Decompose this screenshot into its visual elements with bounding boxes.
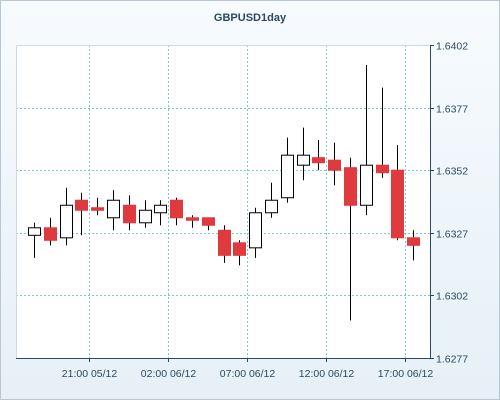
- candle: [344, 157, 357, 321]
- x-tick-label: 21:00 05/12: [62, 368, 118, 380]
- candle-body-down: [218, 229, 231, 256]
- candle: [60, 187, 73, 246]
- candle: [123, 195, 136, 231]
- candle: [202, 217, 215, 231]
- candle-body-up: [139, 209, 152, 224]
- x-tick-label: 07:00 06/12: [220, 368, 276, 380]
- candle: [233, 240, 246, 266]
- y-tick-label: 1.6377: [436, 104, 468, 116]
- candle-body-down: [344, 167, 357, 206]
- x-tick-label: 17:00 06/12: [378, 368, 434, 380]
- candle-body-down: [170, 199, 183, 219]
- candle: [297, 127, 310, 181]
- candle-body-down: [75, 199, 88, 211]
- y-tick-label: 1.6352: [436, 166, 468, 178]
- candle-body-down: [202, 217, 215, 226]
- candle: [218, 225, 231, 263]
- candle-body-down: [233, 242, 246, 256]
- candle-body-down: [123, 204, 136, 224]
- candle-body-down: [44, 227, 57, 241]
- candle: [376, 87, 389, 178]
- candle-body-down: [407, 237, 420, 246]
- x-tick-label: 12:00 06/12: [299, 368, 355, 380]
- candle: [265, 182, 278, 218]
- candle: [407, 230, 420, 261]
- candle-body-down: [376, 164, 389, 174]
- candle: [186, 215, 199, 228]
- candle-body-up: [281, 154, 294, 199]
- candle-body-down: [312, 157, 325, 164]
- candle: [44, 217, 57, 246]
- y-tick-label: 1.6402: [436, 41, 468, 53]
- candle-body-up: [249, 212, 262, 249]
- candle-body-down: [391, 169, 404, 239]
- candle: [107, 190, 120, 231]
- candle: [170, 197, 183, 226]
- candle: [328, 142, 341, 186]
- x-tick-label: 02:00 06/12: [141, 368, 197, 380]
- candle: [91, 197, 104, 216]
- candle: [75, 192, 88, 236]
- axes: 1.6402 1.6377 1.6352 1.6327 1.6302 1.6277 21:0…: [16, 41, 468, 380]
- candle-body-up: [107, 199, 120, 219]
- candle: [139, 200, 152, 228]
- candle: [154, 200, 167, 226]
- candle-body-up: [265, 199, 278, 214]
- candle-body-up: [297, 154, 310, 166]
- candle: [281, 137, 294, 203]
- y-tick-label: 1.6302: [436, 291, 468, 303]
- candle: [312, 140, 325, 171]
- y-tick-label: 1.6327: [436, 229, 468, 241]
- candle-body-up: [154, 204, 167, 214]
- candle-body-up: [60, 204, 73, 239]
- candle: [391, 145, 404, 241]
- candle: [360, 65, 373, 216]
- candle-body-up: [28, 227, 41, 236]
- y-tick-label: 1.6277: [436, 354, 468, 366]
- candle-body-down: [328, 159, 341, 171]
- chart-title: GBPUSD1day: [213, 12, 287, 24]
- candle-body-down: [91, 207, 104, 211]
- candle-body-down: [186, 217, 199, 221]
- candle: [249, 207, 262, 258]
- candles: [28, 65, 420, 321]
- candle: [28, 222, 41, 258]
- candle-body-up: [360, 164, 373, 206]
